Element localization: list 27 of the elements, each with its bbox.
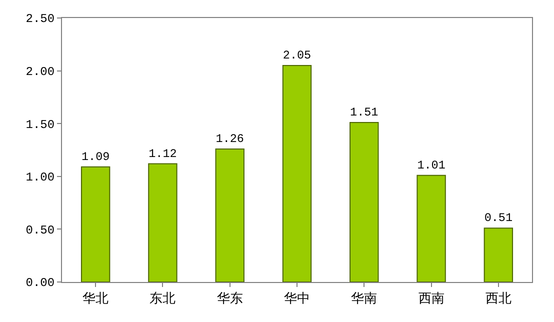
- data-label: 0.51: [484, 211, 513, 226]
- x-tick-label: 华南: [351, 292, 378, 307]
- y-tick-label: 0.50: [26, 223, 55, 238]
- x-tick-label: 华北: [82, 292, 109, 307]
- data-label: 1.09: [81, 150, 110, 164]
- bar: [282, 65, 312, 282]
- y-tick-label: 1.50: [26, 118, 55, 132]
- data-label: 1.01: [417, 158, 446, 172]
- bar: [350, 122, 379, 282]
- bar: [484, 228, 514, 282]
- data-label: 1.26: [216, 132, 244, 146]
- data-label: 1.12: [148, 146, 177, 161]
- x-tick-label: 西南: [418, 292, 444, 307]
- bar: [215, 148, 244, 282]
- bar: [80, 166, 110, 282]
- bar: [148, 163, 178, 282]
- x-tick-label: 华中: [284, 292, 310, 307]
- y-tick-label: 0.00: [26, 276, 55, 290]
- bar: [416, 174, 446, 282]
- x-tick-label: 西北: [485, 292, 512, 307]
- data-label: 1.51: [350, 106, 378, 120]
- data-label: 2.05: [282, 48, 312, 63]
- y-tick-label: 2.00: [26, 65, 55, 79]
- x-tick-label: 华东: [216, 292, 243, 307]
- x-tick-label: 东北: [150, 292, 176, 307]
- y-tick-label: 1.00: [26, 170, 55, 185]
- y-tick-label: 2.50: [26, 12, 55, 26]
